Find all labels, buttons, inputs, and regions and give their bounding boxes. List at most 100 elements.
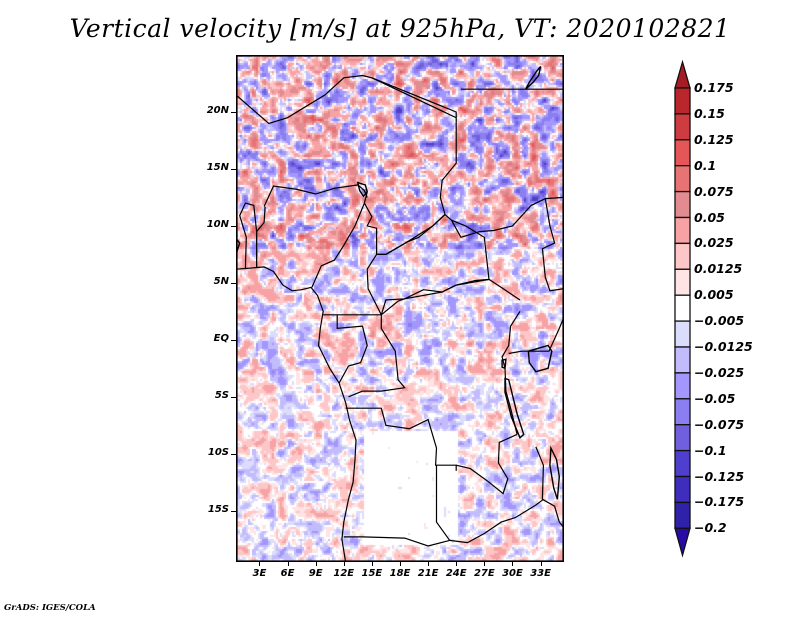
grads-credit: GrADS: IGES/COLA xyxy=(4,603,96,613)
colorbar-band xyxy=(674,113,691,141)
x-tick-label: 24E xyxy=(445,568,467,579)
map-overlay xyxy=(236,55,564,562)
x-tick-label: 9E xyxy=(308,568,323,579)
x-tick-mark xyxy=(512,562,514,566)
x-tick-mark xyxy=(456,562,458,566)
colorbar-label: −0.005 xyxy=(694,313,745,329)
x-tick-label: 18E xyxy=(389,568,411,579)
x-tick-label: 27E xyxy=(473,568,495,579)
colorbar xyxy=(674,59,691,558)
x-tick-mark xyxy=(540,562,542,566)
colorbar-label: −0.175 xyxy=(694,494,745,510)
x-tick-mark xyxy=(428,562,430,566)
x-tick-mark xyxy=(484,562,486,566)
border-car xyxy=(376,213,490,315)
y-tick-label: 15S xyxy=(207,503,229,515)
x-tick-label: 6E xyxy=(280,568,295,579)
coastline-west-africa xyxy=(236,266,357,562)
x-tick-mark xyxy=(343,562,345,566)
colorbar-label: 0.025 xyxy=(694,235,734,251)
border-congo-gabon-cameroon xyxy=(323,314,406,398)
colorbar-band xyxy=(674,501,691,529)
colorbar-band xyxy=(674,294,691,322)
colorbar-extend-min xyxy=(674,527,691,558)
y-tick-mark xyxy=(231,339,236,341)
colorbar-band xyxy=(674,190,691,219)
colorbar-label: 0.005 xyxy=(694,287,734,303)
colorbar-label: 0.0125 xyxy=(694,261,743,277)
colorbar-label: −0.2 xyxy=(694,520,727,536)
lake-kivu xyxy=(501,358,507,370)
x-tick-label: 12E xyxy=(333,568,355,579)
colorbar-band xyxy=(674,87,691,115)
colorbar-label: −0.025 xyxy=(694,364,745,380)
x-tick-mark xyxy=(315,562,317,566)
colorbar-label: 0.15 xyxy=(694,105,725,121)
colorbar-label: −0.0125 xyxy=(694,339,753,354)
colorbar-extend-max xyxy=(674,59,691,89)
colorbar-label: 0.075 xyxy=(694,183,734,199)
colorbar-band xyxy=(674,165,691,193)
colorbar-band xyxy=(674,372,691,400)
y-tick-mark xyxy=(231,396,236,398)
border-east-edge xyxy=(541,198,564,292)
colorbar-label: 0.1 xyxy=(694,157,717,173)
y-tick-mark xyxy=(231,111,236,113)
border-tanzania-drc-lakes xyxy=(501,310,521,435)
colorbar-band xyxy=(674,139,691,167)
border-angola-zambia-namibia xyxy=(343,465,451,547)
colorbar-label: 0.175 xyxy=(694,80,734,95)
y-tick-label: EQ xyxy=(213,332,229,344)
colorbar-band xyxy=(674,398,691,426)
border-uganda xyxy=(508,316,564,355)
y-tick-label: 5N xyxy=(213,275,229,287)
x-tick-mark xyxy=(400,562,401,566)
border-nigeria-benin xyxy=(256,206,266,267)
border-angola-drc xyxy=(345,407,457,471)
border-benin-togo-ghana xyxy=(239,202,258,270)
colorbar-label: −0.125 xyxy=(694,468,745,484)
border-niger-nigeria-chad xyxy=(263,184,368,207)
border-zambia-drc xyxy=(456,433,518,495)
x-tick-label: 21E xyxy=(417,568,439,579)
map-plot-area xyxy=(236,55,564,562)
colorbar-band xyxy=(674,268,691,296)
colorbar-band xyxy=(674,320,691,348)
lake-malawi xyxy=(549,445,561,500)
y-tick-mark xyxy=(231,510,236,512)
border-nigeria-cameroon xyxy=(311,202,365,288)
lake-nasser xyxy=(524,65,542,90)
y-tick-label: 15N xyxy=(206,161,229,173)
x-tick-label: 30E xyxy=(502,568,523,579)
colorbar-band xyxy=(674,424,691,452)
x-tick-label: 15E xyxy=(361,568,383,579)
lake-tanganyika xyxy=(504,377,525,439)
x-tick-mark xyxy=(259,562,261,566)
border-chad-cameroon xyxy=(363,191,382,316)
x-tick-label: 33E xyxy=(530,568,551,579)
y-tick-label: 5S xyxy=(214,389,229,401)
border-chad-libya-sudan xyxy=(371,77,457,255)
colorbar-label: −0.05 xyxy=(694,390,736,406)
colorbar-band xyxy=(674,242,691,270)
colorbar-band xyxy=(674,216,691,245)
chart-title: Vertical velocity [m/s] at 925hPa, VT: 2… xyxy=(69,14,731,43)
colorbar-label: 0.05 xyxy=(694,209,725,225)
y-tick-mark xyxy=(231,453,236,455)
colorbar-band xyxy=(674,449,691,478)
y-tick-mark xyxy=(231,225,236,227)
colorbar-label: −0.075 xyxy=(694,416,745,432)
border-zambia-south xyxy=(449,498,544,544)
plot-frame xyxy=(236,55,564,562)
border-niger-algeria-libya xyxy=(236,74,457,125)
colorbar-band xyxy=(674,475,691,504)
x-tick-label: 3E xyxy=(252,568,267,579)
border-mozambique-malawi xyxy=(535,446,564,529)
y-tick-mark xyxy=(231,168,236,170)
border-south-sudan-sudan xyxy=(450,196,564,239)
vertical-velocity-field xyxy=(236,55,564,562)
x-tick-mark xyxy=(371,562,373,566)
x-tick-mark xyxy=(287,562,289,566)
colorbar-label: 0.125 xyxy=(694,131,734,147)
y-tick-label: 10S xyxy=(207,446,229,458)
